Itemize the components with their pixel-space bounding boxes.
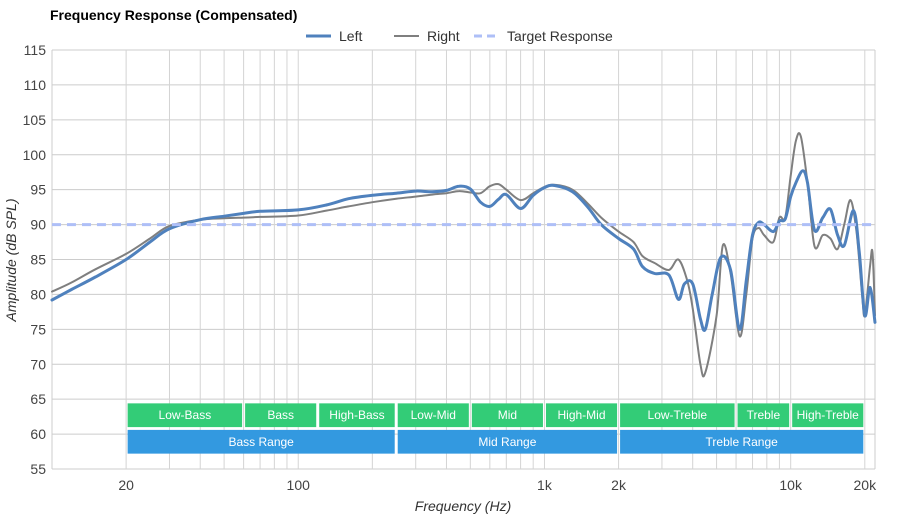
sub-band-label: Mid xyxy=(498,408,517,422)
sub-band-label: High-Bass xyxy=(329,408,384,422)
sub-band xyxy=(620,403,735,428)
y-axis-ticks: 55 60 65 70 75 80 85 90 95 100 105 110 115 xyxy=(23,42,47,477)
x-tick-label: 1k xyxy=(537,477,553,493)
x-axis-ticks: 20 100 1k 2k 10k 20k xyxy=(118,477,877,493)
y-tick-label: 60 xyxy=(30,426,46,442)
legend: Left Right Target Response xyxy=(306,28,613,44)
legend-entry: Target Response xyxy=(507,28,613,44)
sub-band xyxy=(397,403,469,428)
series-line-right xyxy=(51,132,876,378)
sub-band-label: Low-Bass xyxy=(159,408,212,422)
y-tick-label: 110 xyxy=(24,77,47,93)
x-tick-label: 2k xyxy=(611,477,627,493)
x-axis-label: Frequency (Hz) xyxy=(415,498,511,514)
y-tick-label: 55 xyxy=(30,461,46,477)
range-band xyxy=(620,429,864,454)
sub-band-label: Low-Treble xyxy=(648,408,708,422)
sub-band xyxy=(245,403,317,428)
series-lines xyxy=(50,132,877,378)
chart-title: Frequency Response (Compensated) xyxy=(50,7,297,23)
sub-band xyxy=(127,403,243,428)
sub-band-label: High-Treble xyxy=(797,408,860,422)
range-band xyxy=(127,429,395,454)
sub-band-label: Bass xyxy=(267,408,294,422)
y-axis-label: Amplitude (dB SPL) xyxy=(3,199,19,323)
x-tick-label: 20 xyxy=(118,477,134,493)
y-tick-label: 65 xyxy=(30,391,46,407)
sub-band xyxy=(471,403,543,428)
sub-band xyxy=(545,403,618,428)
series-line-left xyxy=(50,169,877,332)
y-tick-label: 80 xyxy=(30,286,46,302)
legend-entry: Right xyxy=(427,28,460,44)
y-tick-label: 105 xyxy=(23,112,47,128)
x-tick-label: 10k xyxy=(779,477,803,493)
y-tick-label: 90 xyxy=(30,217,46,233)
grid xyxy=(51,49,876,470)
sub-band-label: High-Mid xyxy=(558,408,606,422)
frequency-bands: Low-Bass Bass High-Bass Low-Mid Mid High-Mid L… xyxy=(127,403,864,454)
x-tick-label: 100 xyxy=(287,477,311,493)
y-tick-label: 85 xyxy=(30,252,46,268)
x-tick-label: 20k xyxy=(854,477,878,493)
range-band-label: Mid Range xyxy=(478,435,536,449)
sub-band xyxy=(792,403,864,428)
y-tick-label: 115 xyxy=(24,42,47,58)
range-band xyxy=(397,429,618,454)
y-tick-label: 100 xyxy=(23,147,47,163)
range-band-label: Treble Range xyxy=(706,435,779,449)
y-tick-label: 95 xyxy=(30,182,46,198)
sub-band xyxy=(737,403,790,428)
sub-band-label: Low-Mid xyxy=(411,408,456,422)
sub-band xyxy=(319,403,395,428)
legend-entry: Left xyxy=(339,28,362,44)
sub-band-label: Treble xyxy=(747,408,781,422)
range-band-label: Bass Range xyxy=(228,435,294,449)
y-tick-label: 70 xyxy=(30,356,46,372)
y-tick-label: 75 xyxy=(30,321,46,337)
